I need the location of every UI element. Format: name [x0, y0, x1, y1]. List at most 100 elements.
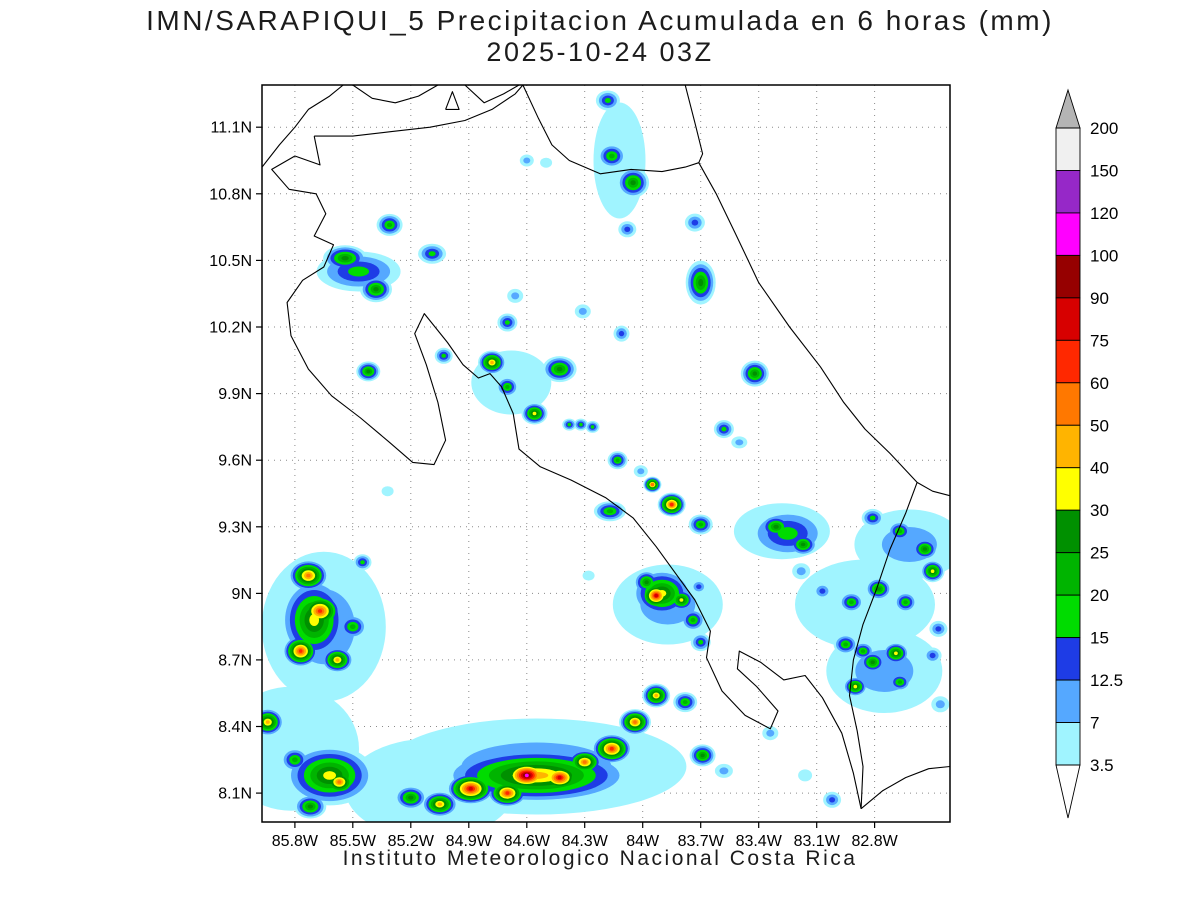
- precip-contour: [843, 642, 848, 647]
- precip-contour: [505, 384, 510, 389]
- precip-contour: [441, 353, 447, 358]
- coastline-path: [271, 135, 862, 809]
- colorbar-arrow-over: [1055, 88, 1081, 129]
- y-tick-label: 8.7N: [218, 652, 252, 669]
- precip-contour: [935, 626, 942, 632]
- colorbar-label: 15: [1090, 629, 1109, 648]
- colorbar-label: 200: [1090, 119, 1118, 138]
- precip-contour: [567, 422, 572, 427]
- y-tick-label: 9.3N: [218, 519, 252, 536]
- colorbar-label: 90: [1090, 289, 1109, 308]
- colorbar-label: 60: [1090, 374, 1109, 393]
- colorbar-label: 7: [1090, 714, 1099, 733]
- precip-contour: [870, 660, 875, 664]
- colorbar-label: 150: [1090, 162, 1118, 181]
- coastline-path: [262, 85, 344, 168]
- precip-contour: [504, 320, 510, 325]
- precip-contour: [540, 157, 553, 168]
- precip-contour: [849, 600, 854, 605]
- precip-contour: [615, 458, 620, 463]
- precip-field: [262, 90, 950, 822]
- x-tick-label: 85.8W: [272, 833, 319, 850]
- precip-contour: [292, 757, 298, 763]
- precip-contour: [679, 598, 684, 602]
- colorbar-segment: [1055, 467, 1081, 511]
- precip-contour: [524, 773, 529, 778]
- y-tick-label: 8.4N: [218, 719, 252, 736]
- precip-contour: [468, 786, 473, 791]
- colorbar-segment: [1055, 297, 1081, 341]
- colorbar-segment: [1055, 722, 1081, 766]
- colorbar-segment: [1055, 170, 1081, 214]
- x-tick-label: 84.9W: [446, 833, 493, 850]
- x-tick-label: 84.6W: [504, 833, 551, 850]
- precip-contour: [897, 680, 902, 684]
- coastline-path: [464, 85, 520, 104]
- precip-contour: [578, 307, 587, 315]
- precip-contour: [582, 570, 595, 581]
- colorbar-segment: [1055, 339, 1081, 384]
- precip-contour: [777, 527, 798, 540]
- x-tick-label: 83.1W: [794, 833, 841, 850]
- precip-contour: [800, 542, 806, 547]
- precip-contour: [618, 330, 625, 337]
- precip-contour: [387, 222, 393, 228]
- coastline-path: [522, 85, 699, 175]
- precip-contour: [557, 775, 562, 780]
- precip-contour: [698, 522, 704, 527]
- precip-contour: [698, 278, 704, 287]
- precip-contour: [690, 617, 696, 623]
- colorbar-label: 120: [1090, 204, 1118, 223]
- y-tick-label: 10.5N: [209, 253, 252, 270]
- colorbar-segment: [1055, 382, 1081, 426]
- colorbar-label: 25: [1090, 544, 1109, 563]
- precip-contour: [721, 426, 727, 432]
- coastline-path: [445, 91, 460, 110]
- precip-contour: [819, 588, 826, 594]
- y-tick-label: 8.1N: [218, 786, 252, 803]
- precip-contour: [853, 684, 858, 689]
- precip-contour: [650, 482, 655, 487]
- precip-contour: [624, 226, 631, 232]
- precip-contour: [350, 624, 356, 630]
- precip-contour: [700, 753, 705, 758]
- precip-contour: [323, 771, 336, 780]
- precip-contour: [644, 580, 649, 585]
- y-tick-label: 9.6N: [218, 453, 252, 470]
- precip-contour: [752, 371, 758, 376]
- colorbar-segment: [1055, 254, 1081, 299]
- precip-contour: [609, 746, 614, 751]
- coastlines: [262, 85, 950, 810]
- precip-contour: [719, 767, 729, 775]
- y-tick-label: 9.9N: [218, 386, 252, 403]
- x-tick-label: 83.7W: [678, 833, 725, 850]
- precip-contour: [505, 791, 510, 795]
- precip-contour: [604, 98, 611, 103]
- precip-contour: [373, 287, 379, 292]
- colorbar-label: 100: [1090, 246, 1118, 265]
- coastline-path: [848, 482, 918, 809]
- colorbar-segment: [1055, 637, 1081, 681]
- y-tick-label: 9N: [232, 586, 252, 603]
- x-tick-label: 84.3W: [562, 833, 609, 850]
- colorbar-label: 3.5: [1090, 756, 1114, 775]
- x-tick-label: 85.5W: [330, 833, 377, 850]
- x-tick-label: 83.4W: [736, 833, 783, 850]
- colorbar-label: 20: [1090, 586, 1109, 605]
- precip-contour: [930, 569, 935, 573]
- precip-contour: [929, 652, 936, 659]
- precip-contour: [532, 411, 537, 416]
- precip-contour: [265, 720, 270, 724]
- y-tick-label: 10.8N: [209, 186, 252, 203]
- precip-contour: [637, 468, 645, 475]
- precip-contour: [654, 693, 658, 698]
- precip-contour: [894, 651, 898, 656]
- precip-contour: [582, 760, 587, 764]
- precip-contour: [829, 797, 836, 803]
- precip-contour: [654, 593, 658, 598]
- precip-contour: [735, 439, 744, 446]
- precip-contour: [490, 360, 494, 365]
- chart-title: IMN/SARAPIQUI_5 Precipitacion Acumulada …: [146, 5, 1054, 36]
- precip-contour: [298, 649, 303, 653]
